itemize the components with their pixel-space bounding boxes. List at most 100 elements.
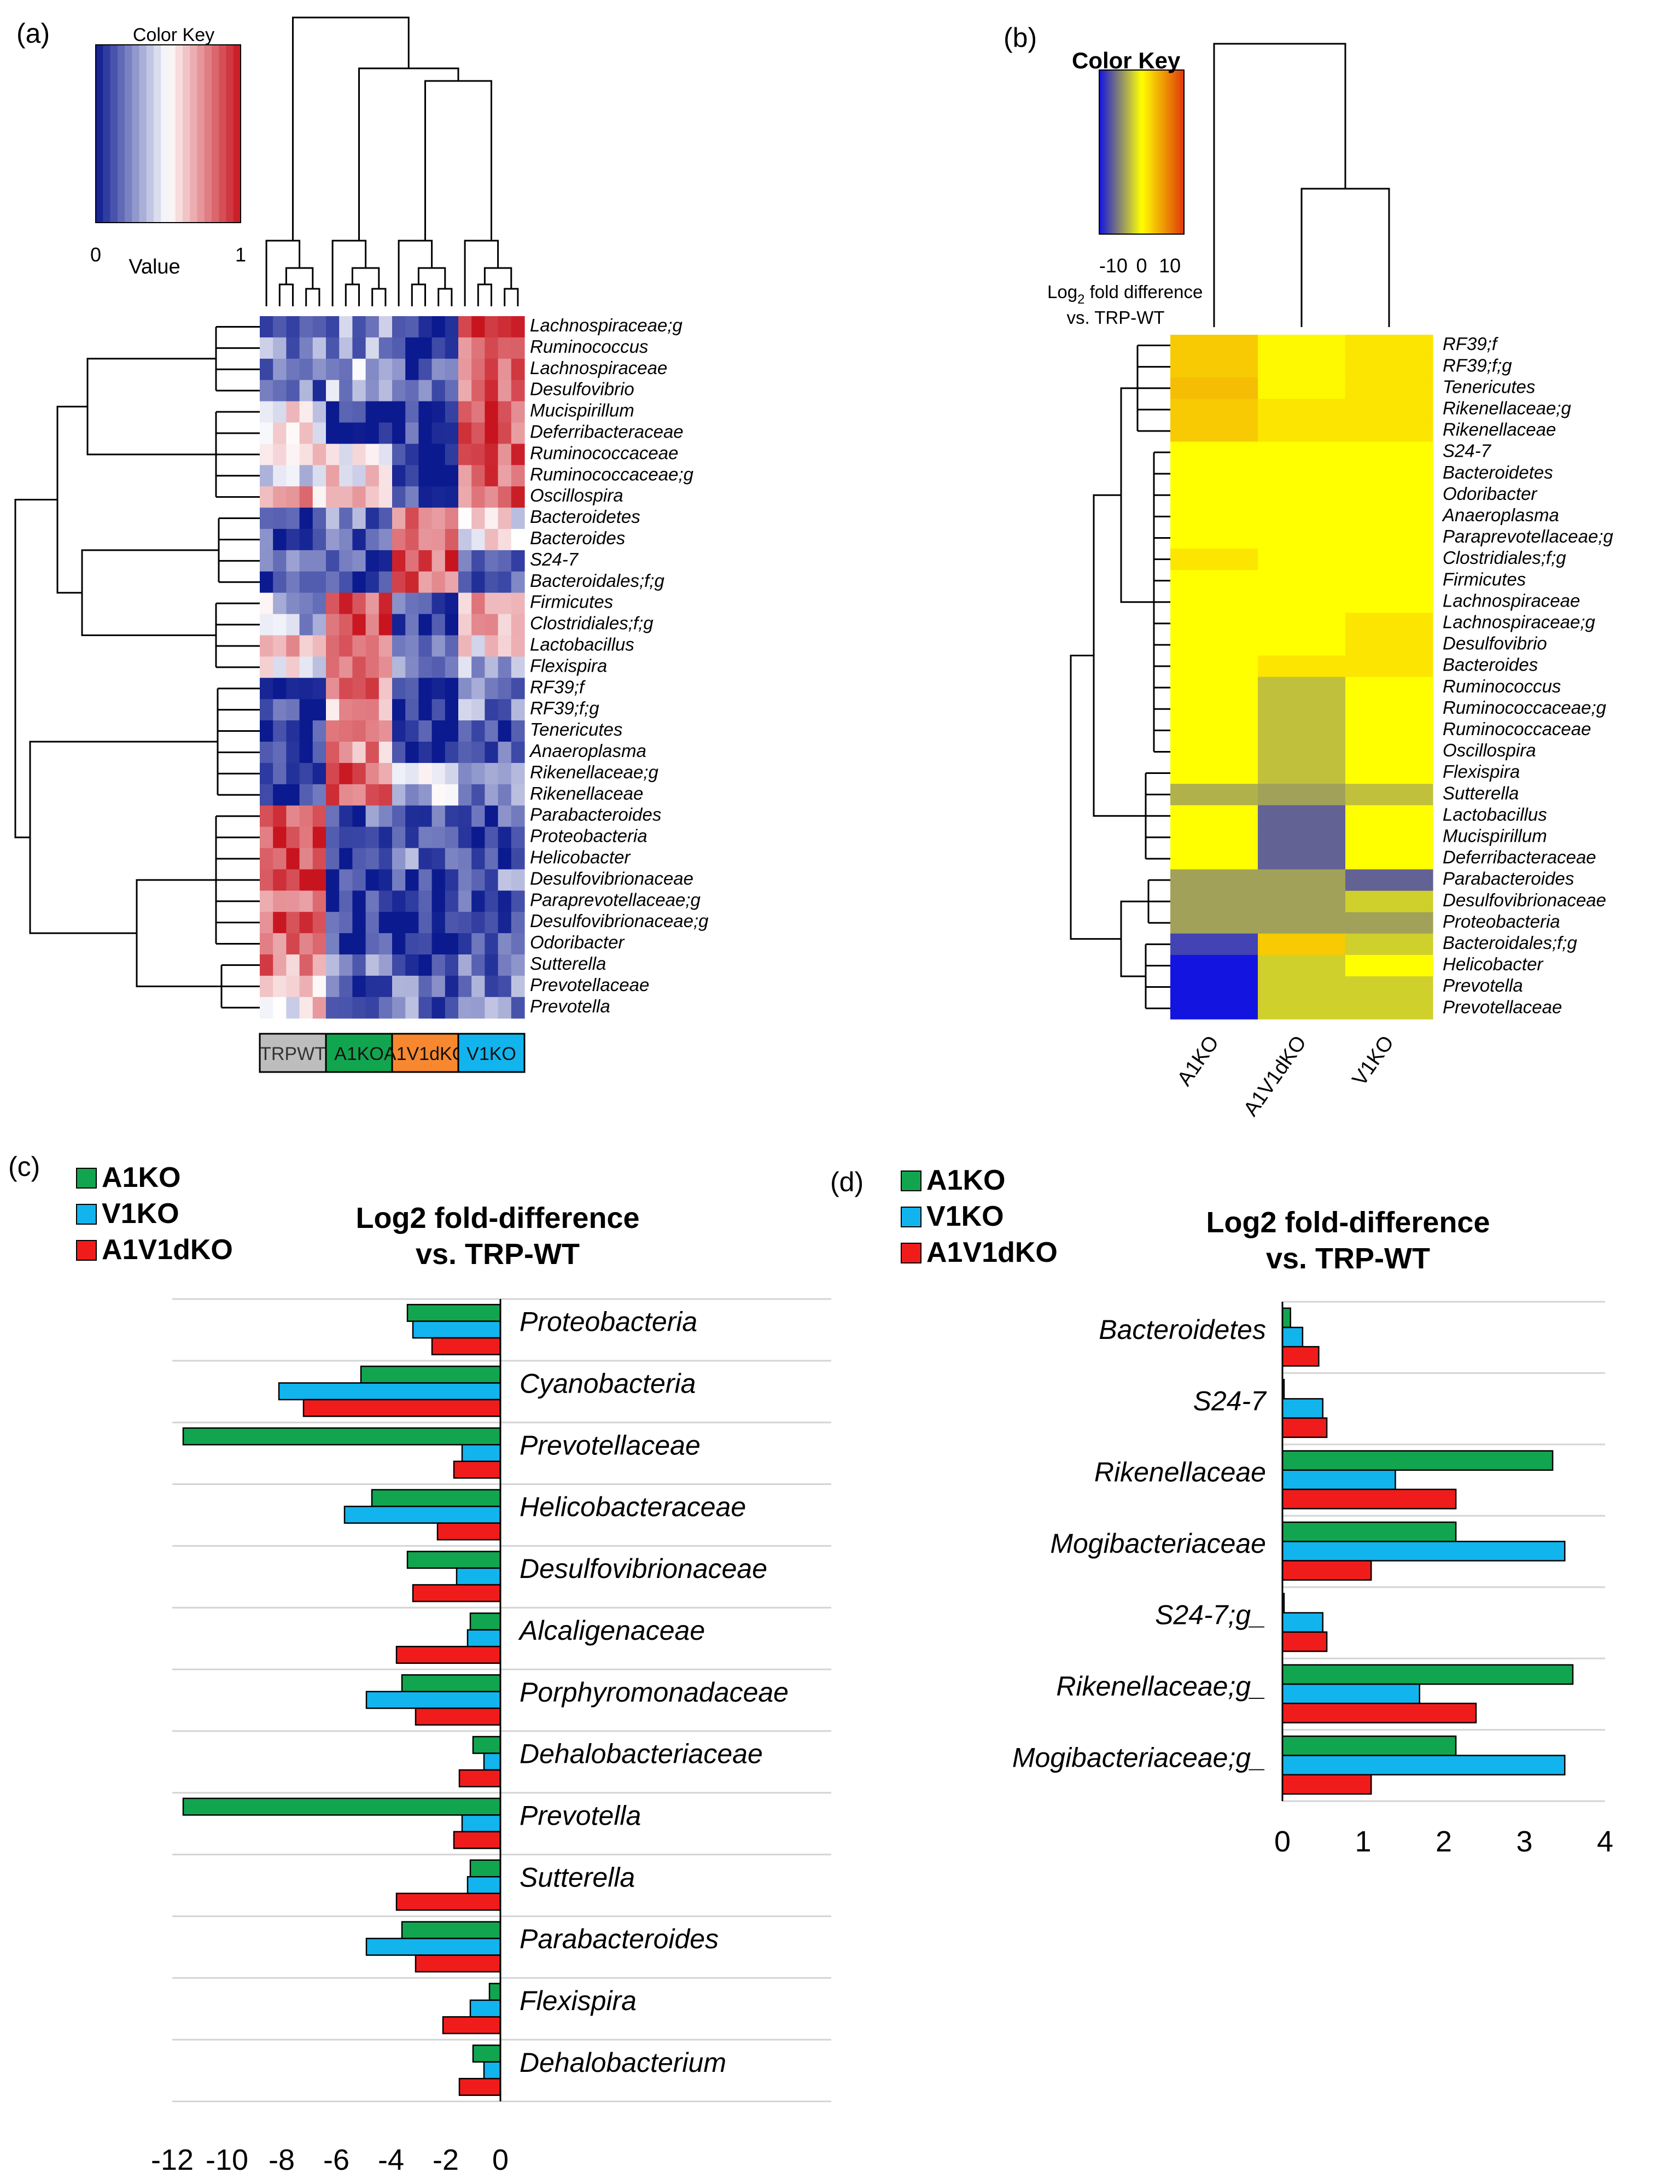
heatmap-a-cell [365,805,380,828]
heatmap-a-cell [339,550,353,572]
x-tick-label: 3 [1516,1825,1532,1858]
heatmap-a-cell [378,784,393,806]
heatmap-a-cell [312,678,326,700]
heatmap-a-cell [312,805,326,828]
heatmap-a-cell [260,486,273,508]
bar-a1v1dko-rikenellaceae-g [1281,1703,1477,1723]
heatmap-a-cell [312,869,326,891]
bar-v1ko-flexispira [469,1999,501,2018]
heatmap-a-cell [485,826,499,849]
heatmap-a-cell [471,358,485,381]
bar-a1ko-porphyromonadaceae [401,1674,501,1692]
heatmap-a-cell [378,848,393,870]
heatmap-a-cell [286,720,300,742]
heatmap-a-cell [418,869,433,891]
heatmap-a-cell [378,635,393,657]
heatmap-a-cell [511,571,525,593]
color-key-a-border [95,44,241,223]
bar-v1ko-s24-7 [1281,1398,1323,1419]
heatmap-a-cell [471,720,485,742]
heatmap-a-cell [471,742,485,764]
heatmap-a-cell [431,401,446,423]
heatmap-b-cell [1345,335,1433,357]
heatmap-a-cell [299,933,313,955]
heatmap-a-cell [445,614,459,636]
heatmap-b-cell [1258,570,1346,592]
bar-a1v1dko-prevotella [453,1831,501,1849]
color-key-a-swatch [190,45,197,223]
heatmap-a-cell [471,422,485,444]
heatmap-a-cell [339,805,353,828]
heatmap-b-cell [1170,698,1258,720]
bar-a1ko-helicobacteraceae [371,1489,501,1507]
heatmap-a-cell [312,401,326,423]
heatmap-a-cell [365,890,380,912]
heatmap-b-cell [1170,613,1258,634]
heatmap-b-cell [1258,762,1346,784]
heatmap-a-cell [312,742,326,764]
heatmap-a-cell [498,465,512,487]
bar-a1v1dko-parabacteroides [415,1954,501,1973]
heatmap-a-cell [498,444,512,465]
heatmap-a-cell [326,805,340,828]
bar-a1v1dko-helicobacteraceae [436,1522,501,1541]
heatmap-a-cell [485,550,499,572]
heatmap-a-cell [392,550,406,572]
heatmap-a-row-label: Oscillospira [530,485,623,505]
legend-swatch-a1ko [901,1170,921,1191]
heatmap-a-cell [458,805,472,828]
heatmap-a-cell [431,380,446,402]
heatmap-a-cell [458,486,472,508]
heatmap-a-cell [312,380,326,402]
heatmap-a-cell [485,762,499,785]
color-key-a-min: 0 [90,243,101,266]
color-key-b-swatch [1139,70,1142,234]
heatmap-a-cell [286,742,300,764]
legend-label-a1ko: A1KO [926,1164,1005,1196]
heatmap-a-cell [299,762,313,785]
heatmap-a-cell [431,614,446,636]
legend-swatch-a1v1dko [76,1240,97,1261]
heatmap-a-cell [431,975,446,998]
heatmap-b-cell [1345,677,1433,699]
heatmap-a-cell [260,422,273,444]
heatmap-a-cell [445,678,459,700]
bar-a1ko-sutterella [469,1859,501,1878]
heatmap-a-cell [511,762,525,785]
heatmap-a-cell [299,571,313,593]
legend-label-a1v1dko: A1V1dKO [102,1234,233,1266]
heatmap-a-cell [498,592,512,615]
heatmap-a-cell [511,912,525,934]
heatmap-a-cell [458,656,472,678]
heatmap-a-cell [299,826,313,849]
heatmap-a-cell [511,805,525,828]
heatmap-a-cell [260,954,273,976]
heatmap-a-cell [326,742,340,764]
color-key-b-swatch [1099,70,1102,234]
heatmap-b-cell [1170,805,1258,827]
heatmap-a-cell [485,380,499,402]
heatmap-b-cell [1170,719,1258,742]
heatmap-a-cell [498,337,512,359]
heatmap-a-cell [378,720,393,742]
heatmap-a-cell [378,358,393,381]
heatmap-a-cell [339,890,353,912]
heatmap-a-cell [286,571,300,593]
heatmap-a-cell [339,486,353,508]
heatmap-a-cell [511,890,525,912]
heatmap-a-cell [458,933,472,955]
heatmap-a-cell [339,912,353,934]
heatmap-a-cell [418,890,433,912]
heatmap-a-cell [418,720,433,742]
heatmap-a-cell [511,401,525,423]
heatmap-a-cell [511,869,525,891]
heatmap-a-cell [286,699,300,721]
heatmap-a-cell [485,954,499,976]
color-key-a-max: 1 [235,243,246,266]
bar-v1ko-prevotella [461,1814,501,1833]
heatmap-a-cell [326,529,340,551]
heatmap-a-cell [458,358,472,381]
column-dendrogram-branch [265,240,301,306]
heatmap-a-row-label: Mucispirillum [530,400,634,421]
